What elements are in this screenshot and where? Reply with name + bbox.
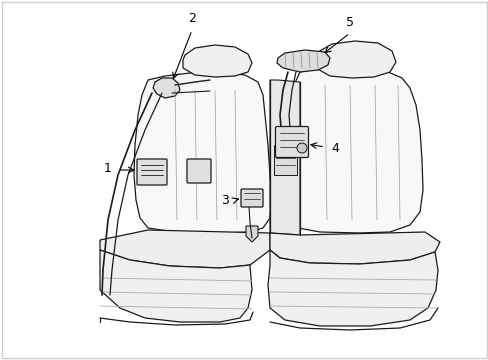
Text: 2: 2 (188, 12, 196, 24)
Polygon shape (183, 45, 251, 77)
Text: 3: 3 (221, 194, 228, 207)
Polygon shape (314, 41, 395, 78)
Polygon shape (276, 50, 329, 72)
Text: 4: 4 (330, 141, 338, 154)
Polygon shape (100, 250, 251, 322)
Polygon shape (269, 232, 439, 264)
Polygon shape (245, 226, 258, 242)
Polygon shape (153, 78, 180, 98)
Polygon shape (269, 80, 299, 235)
FancyBboxPatch shape (137, 159, 167, 185)
Text: 5: 5 (346, 15, 353, 28)
Circle shape (296, 143, 306, 153)
Polygon shape (100, 230, 269, 268)
FancyBboxPatch shape (241, 189, 263, 207)
Polygon shape (273, 145, 296, 175)
Polygon shape (267, 250, 437, 326)
Polygon shape (286, 68, 422, 233)
Polygon shape (134, 72, 271, 233)
FancyBboxPatch shape (186, 159, 210, 183)
Text: 1: 1 (104, 162, 112, 175)
FancyBboxPatch shape (275, 126, 308, 158)
